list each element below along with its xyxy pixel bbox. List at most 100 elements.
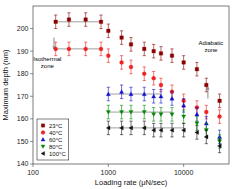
data-point: [170, 113, 174, 117]
error-bar: [159, 123, 162, 137]
y-tick-label: 160: [17, 115, 29, 122]
error-bar: [170, 123, 173, 137]
data-point: [106, 54, 110, 58]
annotation: Isothermalzone: [33, 56, 61, 69]
data-point: [67, 47, 71, 51]
error-bar: [182, 56, 185, 70]
data-point: [152, 94, 156, 98]
error-bar: [170, 108, 173, 122]
error-bar: [67, 42, 70, 56]
error-bar: [143, 121, 146, 135]
x-tick: [108, 164, 109, 167]
data-point: [129, 92, 133, 96]
error-bar: [99, 42, 102, 56]
error-bar: [99, 15, 102, 29]
y-tick: [30, 51, 33, 52]
data-point: [152, 49, 156, 53]
y-tick: [30, 73, 33, 74]
y-tick-label: 190: [17, 48, 29, 55]
y-tick: [30, 118, 33, 119]
data-point: [106, 110, 110, 114]
annotation-line: zone: [204, 47, 218, 53]
error-bar: [107, 105, 110, 119]
data-point: [129, 65, 133, 69]
data-point: [182, 115, 186, 119]
data-point: [204, 110, 208, 114]
error-bar: [152, 108, 155, 122]
error-bar: [67, 13, 70, 27]
error-bar: [84, 42, 87, 56]
data-point: [159, 52, 163, 56]
legend-marker: [41, 131, 45, 135]
annotation-arrow: [207, 87, 208, 98]
error-bar: [182, 123, 185, 137]
x-tick-label: 100: [27, 169, 39, 176]
x-tick: [183, 164, 184, 167]
error-bar: [84, 13, 87, 27]
error-bar: [129, 87, 132, 101]
data-point: [142, 47, 146, 51]
annotation-line: zone: [41, 63, 55, 69]
y-tick-label: 150: [17, 138, 29, 145]
data-point: [159, 113, 163, 117]
error-bar: [195, 62, 198, 76]
error-bar: [129, 105, 132, 119]
legend-label: 100°C: [49, 151, 66, 157]
data-point: [170, 54, 174, 58]
error-bar: [152, 123, 155, 137]
data-point: [159, 83, 163, 87]
error-bar: [159, 90, 162, 104]
data-point: [142, 126, 146, 130]
chart: 140150160170180190200100100010000Loading…: [0, 0, 238, 189]
legend-frame: [37, 119, 69, 160]
error-bar: [218, 94, 221, 108]
error-bar: [170, 92, 173, 106]
error-bar: [120, 31, 123, 45]
data-point: [54, 20, 58, 24]
plot-frame: [33, 6, 229, 164]
data-point: [107, 29, 111, 33]
data-point: [106, 126, 110, 130]
data-point: [182, 61, 186, 65]
plateau-line: [108, 94, 161, 95]
y-tick-label: 200: [17, 25, 29, 32]
error-bar: [205, 78, 208, 92]
error-bar: [54, 42, 57, 56]
legend-marker: [41, 152, 45, 156]
plateau-line: [56, 48, 101, 49]
y-tick: [30, 28, 33, 29]
error-bar: [107, 87, 110, 101]
y-tick: [30, 164, 33, 165]
error-bar: [129, 60, 132, 74]
data-point: [218, 99, 222, 103]
error-bar: [152, 44, 155, 58]
y-tick: [30, 141, 33, 142]
plot-area: [54, 13, 222, 153]
legend-label: 40°C: [49, 130, 63, 136]
error-bar: [129, 38, 132, 52]
error-bar: [54, 15, 57, 29]
data-point: [99, 47, 103, 51]
data-point: [205, 83, 209, 87]
x-tick: [33, 164, 34, 167]
error-bar: [152, 90, 155, 104]
data-point: [195, 67, 199, 71]
error-bar: [107, 24, 110, 38]
data-point: [195, 122, 199, 126]
annotation-line: Adiabatic: [199, 40, 224, 46]
plateau-line: [56, 21, 101, 22]
y-tick-label: 180: [17, 70, 29, 77]
error-bar: [120, 85, 123, 99]
data-point: [119, 90, 123, 94]
data-point: [67, 18, 71, 22]
data-point: [99, 20, 103, 24]
data-point: [142, 110, 146, 114]
error-bar: [120, 105, 123, 119]
data-point: [152, 76, 156, 80]
error-bar: [143, 42, 146, 56]
error-bar: [107, 49, 110, 63]
legend: 23°C40°C60°C80°C100°C: [37, 119, 69, 160]
y-tick-label: 140: [17, 160, 29, 167]
data-point: [129, 126, 133, 130]
legend-marker: [41, 138, 45, 142]
